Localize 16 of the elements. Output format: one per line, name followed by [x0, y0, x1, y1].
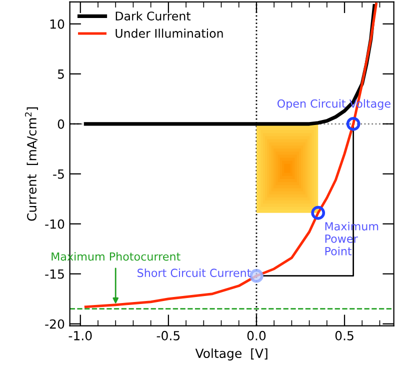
y-axis-title: Current [mA/cm$^{2}$] [25, 107, 38, 221]
x-tick-label: 0.0 [247, 330, 266, 340]
y-tick-label: 0 [58, 119, 64, 129]
x-tick-label: 0.5 [335, 330, 354, 340]
x-tick-label: -0.5 [156, 330, 180, 340]
legend-label: Under Illumination [116, 28, 223, 38]
legend-label: Dark Current [116, 11, 191, 20]
y-tick-label: -10 [45, 219, 64, 229]
x-tick-label: -1.0 [68, 330, 92, 340]
y-tick-label: 5 [58, 70, 64, 79]
annotation: Short Circuit Current [138, 268, 251, 278]
y-tick-label: -15 [45, 269, 64, 279]
x-axis-title: Voltage [V] [195, 348, 268, 360]
y-tick-label: -5 [53, 170, 64, 179]
y-tick-label: -20 [45, 319, 64, 329]
y-tick-label: 10 [50, 19, 64, 29]
